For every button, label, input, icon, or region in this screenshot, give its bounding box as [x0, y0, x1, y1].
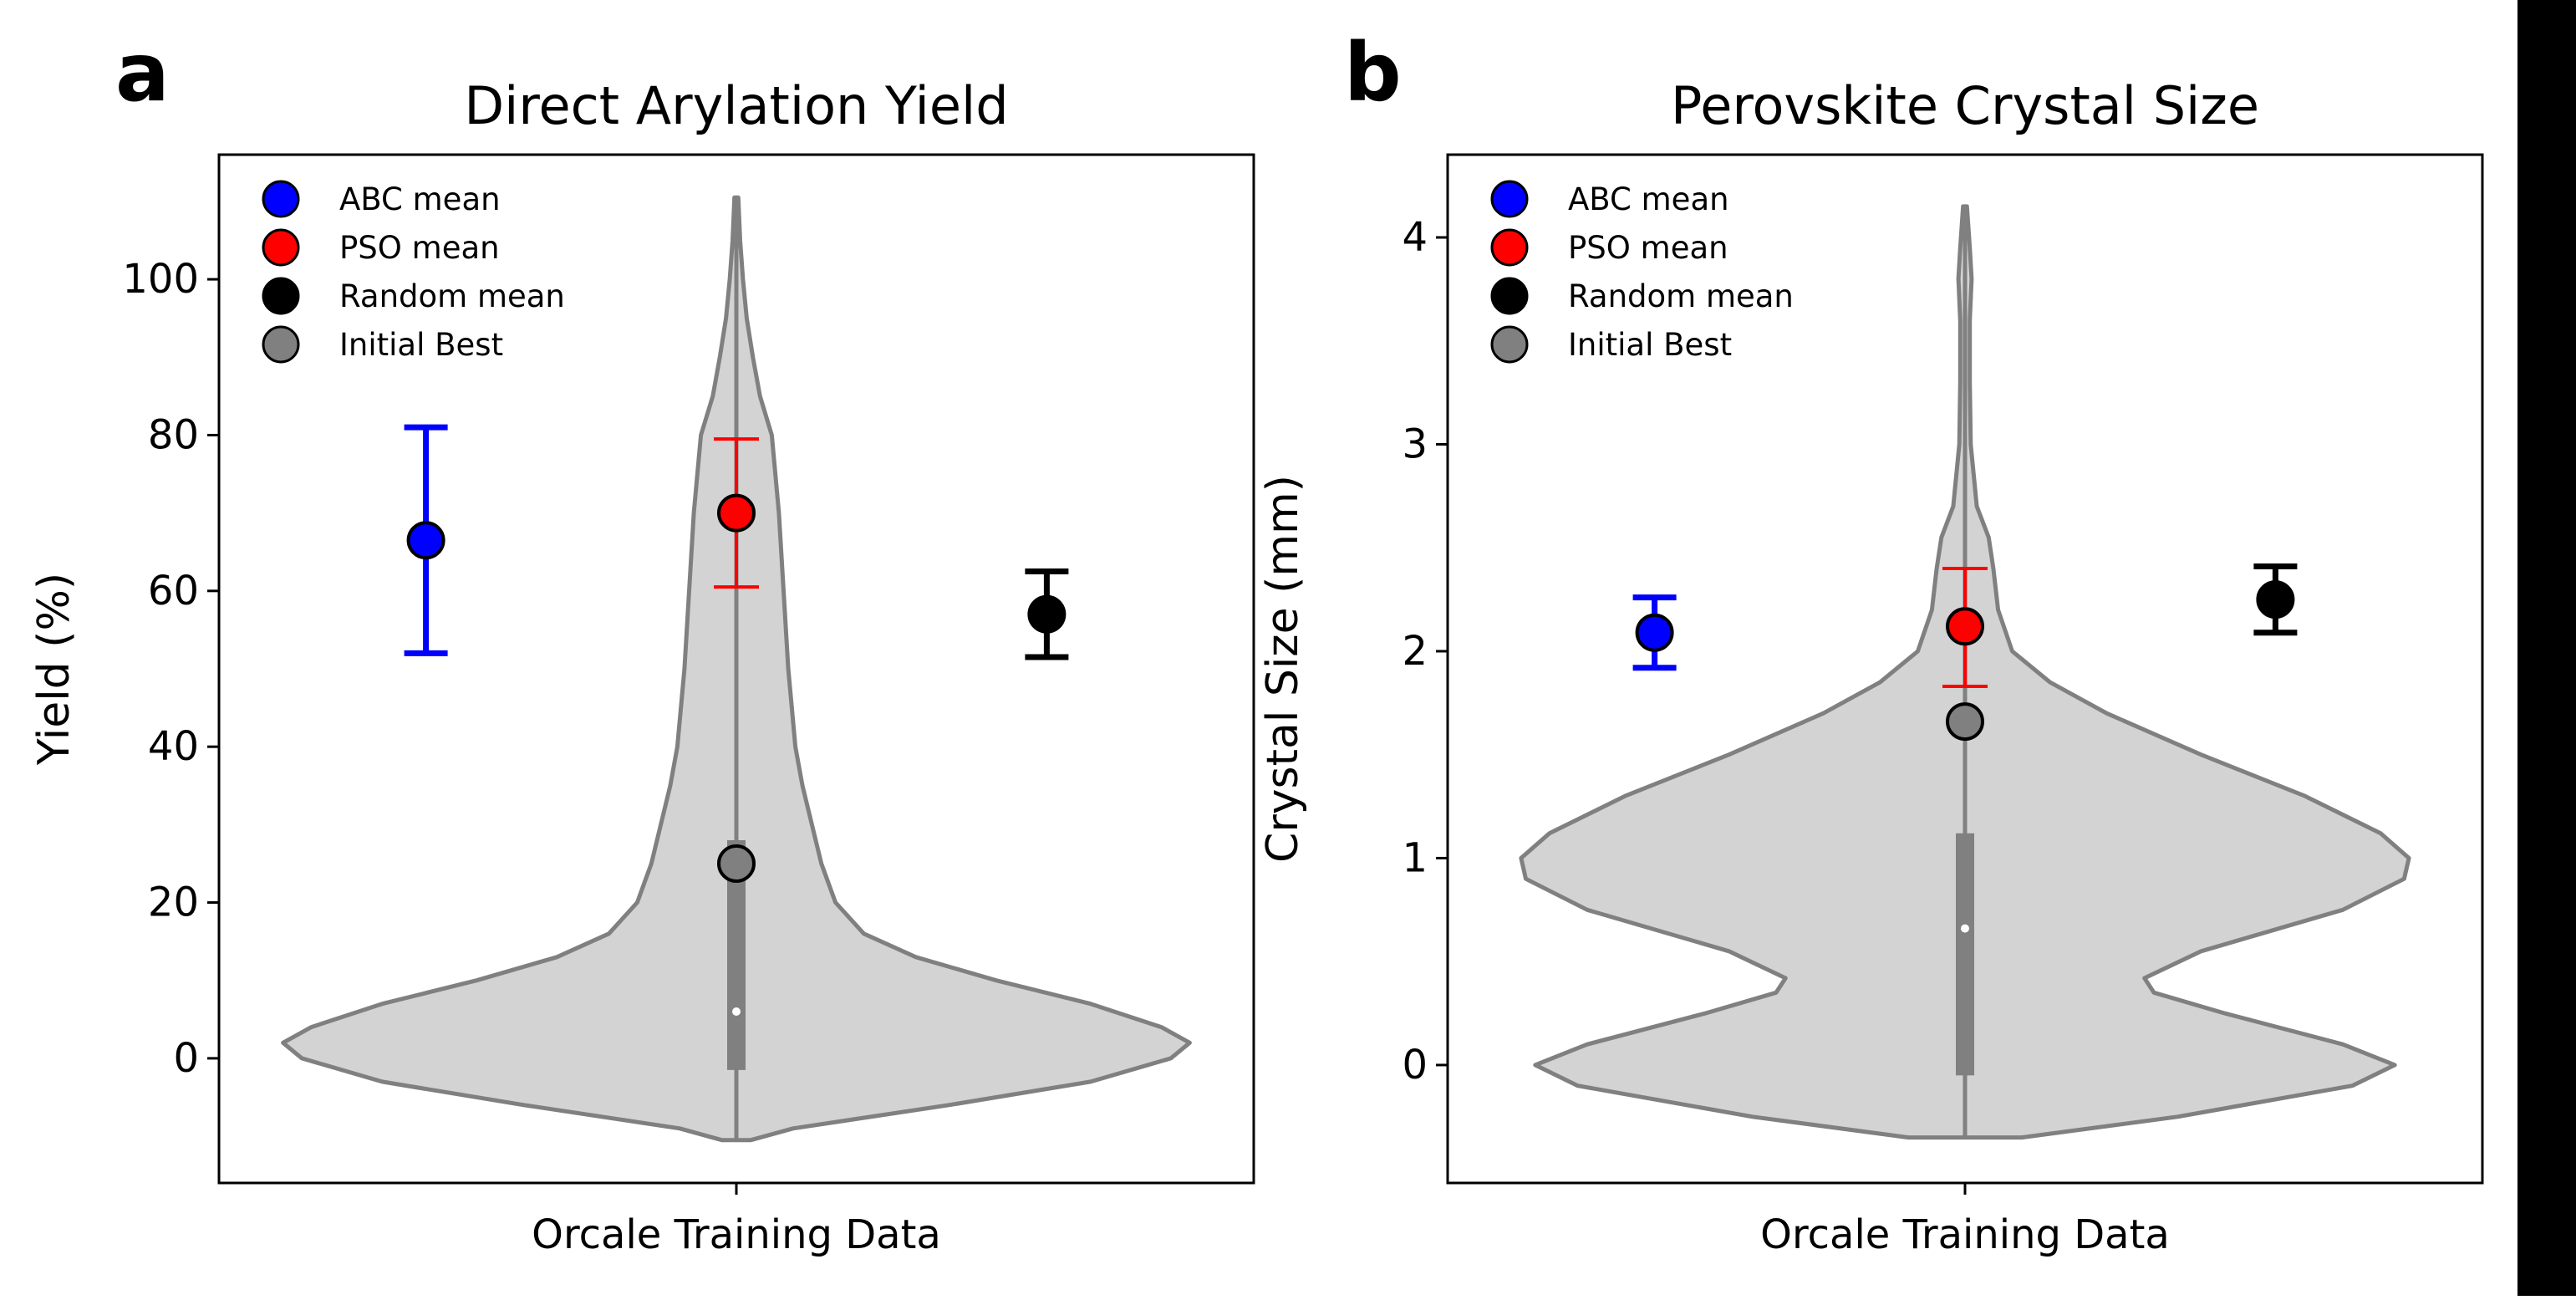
legend-label: ABC mean	[339, 181, 501, 217]
legend-marker	[1490, 228, 1529, 267]
series-abc-mean	[404, 424, 448, 656]
legend-marker	[262, 277, 300, 315]
legend: ABC mean PSO mean Random mean Initial Best	[1490, 180, 1794, 364]
violin-median	[732, 1007, 741, 1016]
y-axis-label: Crystal Size (mm)	[1258, 475, 1308, 863]
series-random-mean	[2253, 563, 2298, 636]
data-point	[1946, 607, 1984, 646]
series-initial-best	[717, 844, 756, 883]
legend-item: ABC mean	[262, 180, 501, 218]
legend-item: PSO mean	[262, 228, 500, 267]
series-abc-mean	[1632, 594, 1677, 671]
legend-marker	[1490, 180, 1529, 218]
legend-marker	[262, 180, 300, 218]
y-tick-label: 100	[122, 256, 199, 303]
y-tick-label: 60	[148, 568, 199, 614]
legend: ABC mean PSO mean Random mean Initial Best	[262, 180, 565, 364]
data-point	[717, 493, 756, 533]
series-random-mean	[1025, 568, 1069, 660]
data-point	[1946, 702, 1984, 742]
legend-label: Random mean	[339, 278, 565, 314]
x-tick-label: Orcale Training Data	[1760, 1211, 2170, 1258]
y-tick-label: 2	[1402, 628, 1428, 675]
legend-marker	[262, 228, 300, 267]
legend-label: ABC mean	[1568, 181, 1729, 217]
legend-marker	[1490, 325, 1529, 364]
y-tick-label: 40	[148, 723, 199, 770]
series-pso-mean	[714, 437, 759, 589]
data-point	[1635, 613, 1674, 652]
legend-item: Random mean	[1490, 277, 1794, 315]
legend-label: PSO mean	[339, 230, 500, 266]
legend-item: Random mean	[262, 277, 565, 315]
y-tick-label: 0	[173, 1035, 199, 1082]
y-tick-label: 80	[148, 411, 199, 458]
legend-marker	[1490, 277, 1529, 315]
panel-a: 0 20 40 60 80 100 Orcale Training Data Direct A…	[29, 26, 1255, 1258]
legend-item: Initial Best	[1490, 325, 1732, 364]
data-point	[1027, 594, 1067, 634]
chart-title: Perovskite Crystal Size	[1671, 75, 2259, 136]
legend-marker	[262, 325, 300, 364]
violin-box	[1956, 833, 1974, 1076]
legend-label: PSO mean	[1568, 230, 1728, 266]
chart-title: Direct Arylation Yield	[464, 75, 1008, 136]
panel-b: 0 1 2 3 4 Orcale Training Data Perovskite Crys…	[1258, 26, 2484, 1258]
x-tick-label: Orcale Training Data	[532, 1211, 941, 1258]
series-pso-mean	[1942, 566, 1988, 689]
y-tick-label: 4	[1402, 214, 1428, 261]
y-tick-label: 3	[1402, 421, 1428, 467]
panel-letter: a	[115, 26, 170, 120]
data-point	[717, 844, 756, 883]
y-tick-label: 0	[1402, 1042, 1428, 1088]
legend-item: Initial Best	[262, 325, 503, 364]
series-initial-best	[1946, 702, 1984, 742]
y-tick-label: 20	[148, 879, 199, 926]
data-point	[406, 521, 445, 560]
violin-box	[727, 840, 746, 1070]
violin-median	[1961, 924, 1969, 933]
y-axis-label: Yield (%)	[29, 573, 79, 766]
data-point	[2256, 580, 2295, 619]
right-edge-strip	[2517, 0, 2576, 1296]
legend-label: Initial Best	[339, 327, 503, 363]
legend-item: PSO mean	[1490, 228, 1728, 267]
legend-label: Random mean	[1568, 278, 1794, 314]
legend-item: ABC mean	[1490, 180, 1729, 218]
legend-label: Initial Best	[1568, 327, 1732, 363]
panel-letter: b	[1344, 26, 1402, 120]
y-tick-label: 1	[1402, 834, 1428, 881]
